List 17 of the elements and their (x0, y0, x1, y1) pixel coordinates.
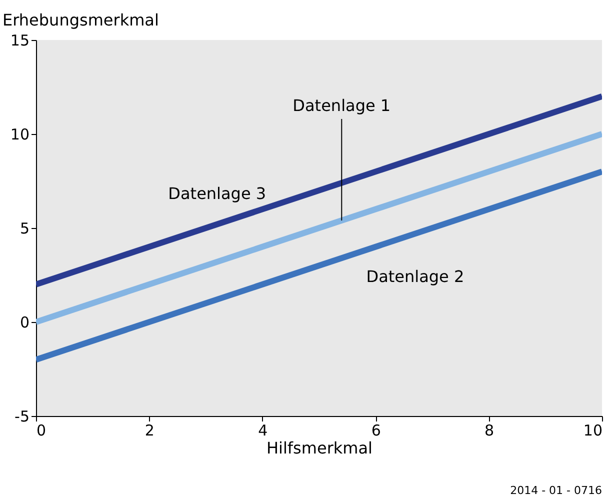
y-tick-label: 0 (20, 314, 30, 332)
y-tick-label: 15 (10, 32, 30, 50)
text: 2014 - 01 - 0716 (510, 484, 602, 497)
y-tick-label: -5 (14, 408, 30, 426)
x-axis-title: Hilfsmerkmal (266, 438, 372, 458)
y-tick-label: 5 (20, 220, 30, 238)
x-tick-label: 8 (484, 422, 494, 440)
y-tick-label: 10 (10, 126, 30, 144)
y-axis-title: Erhebungsmerkmal (2, 10, 159, 30)
x-tick-label: 0 (36, 422, 46, 440)
x-tick-label: 10 (583, 422, 602, 440)
text: Datenlage 1 (292, 96, 391, 115)
series-label: Datenlage 3 (168, 184, 266, 204)
series-label: Datenlage 2 (366, 266, 464, 286)
x-tick-label: 2 (144, 422, 154, 440)
x-tick-label: 4 (258, 422, 268, 440)
x-tick-label: 6 (371, 422, 381, 440)
